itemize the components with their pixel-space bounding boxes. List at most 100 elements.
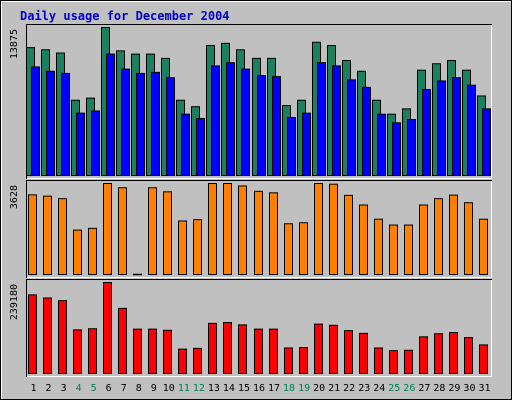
bar-panel2-series1-day-25 [389,224,398,276]
bar-panel3-series1-day-3 [58,300,67,374]
bar-panel1-series2-day-24 [377,113,386,176]
bar-panel3-series1-day-27 [419,336,428,374]
panel-max-label-2: 3628 [9,185,20,209]
bar-panel2-series1-day-14 [223,183,232,275]
bar-panel2-series1-day-13 [208,183,217,275]
bar-panel3-series1-day-15 [238,324,247,374]
x-tick-label: 23 [358,383,370,394]
bar-panel3-series1-day-7 [118,307,127,375]
bar-panel1-series2-day-13 [211,65,220,176]
bar-panel3-series1-day-1 [28,294,37,374]
bar-panel1-series2-day-27 [422,89,431,176]
bar-panel2-series1-day-31 [479,218,488,275]
bar-panel2-series1-day-16 [254,190,263,275]
bar-panel2-series1-day-12 [193,219,202,275]
bar-panel1-series2-day-12 [196,118,205,176]
bar-panel3-series1-day-6 [103,282,112,374]
bar-panel3-series1-day-19 [299,347,308,375]
x-tick-label: 10 [163,383,175,394]
x-tick-label: 21 [328,383,340,394]
bar-panel3-series1-day-18 [284,347,293,374]
x-tick-label: 12 [193,383,205,394]
bar-panel3-series1-day-2 [43,297,52,374]
bar-panel1-series2-day-26 [407,119,416,176]
bar-panel2-series1-day-11 [178,220,187,275]
bar-panel1-series2-day-20 [317,62,326,176]
bar-panel3-series1-day-9 [148,328,157,375]
bar-panel3-series1-day-17 [269,328,278,375]
bar-panel1-series2-day-17 [272,76,281,176]
x-tick-label: 18 [283,383,295,394]
bar-panel3-series1-day-13 [208,322,217,375]
bar-panel3-series1-day-28 [434,333,443,374]
bar-panel2-series1-day-9 [148,187,157,275]
bar-panel3-series1-day-21 [329,324,338,374]
bar-panel3-series1-day-26 [404,349,413,375]
x-tick-label: 15 [238,383,250,394]
x-tick-labels: 1 2 3 4 5 6 7 8 9 10 11 12 13 14 15 16 17 18 19 20 21 22 23 24 2… [31,383,491,394]
x-tick-label: 13 [208,383,220,394]
bar-panel1-series2-day-9 [151,71,160,176]
bar-panel1-series2-day-10 [166,77,175,176]
x-tick-label: 30 [463,383,475,394]
bar-panel3-series1-day-10 [163,329,172,374]
bar-panel1-series2-day-8 [136,72,145,176]
bar-panel1-series2-day-15 [241,68,250,176]
bar-panel3-series1-day-5 [88,328,97,374]
bar-panel3-series1-day-30 [464,337,473,374]
bar-panel2-series1-day-15 [238,185,247,276]
x-tick-label: 25 [388,383,400,394]
bar-panel1-series2-day-22 [347,79,356,176]
bar-panel2-series1-day-21 [329,183,338,276]
x-tick-label: 8 [136,383,142,394]
bar-panel2-series1-day-30 [464,202,473,275]
bar-panel2-series1-day-17 [269,192,278,275]
bar-panel3-series1-day-12 [193,347,202,374]
bar-panel1-series2-day-14 [226,62,235,176]
bar-panel3-series1-day-24 [374,347,383,374]
bar-panel2-series1-day-18 [284,223,293,275]
bar-panel2-series1-day-20 [314,183,323,275]
bar-panel2-series1-day-23 [359,204,368,275]
x-tick-label: 1 [31,383,37,394]
bar-panel1-series2-day-18 [287,116,296,176]
bar-panel2-series1-day-2 [43,195,52,275]
x-tick-label: 19 [298,383,310,394]
bar-panel2-series1-day-26 [404,224,413,276]
bar-panel2-series1-day-8 [133,273,142,276]
bar-panel1-series2-day-5 [91,110,100,176]
bar-panel2-series1-day-4 [73,229,82,275]
bar-panel3-series1-day-14 [223,322,232,374]
bar-panel3-series1-day-4 [73,329,82,375]
bar-panel2-series1-day-19 [299,222,308,275]
bar-panel1-series2-day-11 [181,113,190,176]
x-tick-label: 9 [151,383,157,394]
axis-max-labels: 13875 3628 239180 [9,29,20,320]
bar-panel3-series1-day-20 [314,323,323,375]
bar-panel2-series1-day-28 [434,198,443,275]
bar-panel3-series1-day-31 [479,344,488,375]
bar-panel2-series1-day-10 [163,191,172,276]
bar-panel2-series1-day-5 [88,227,97,275]
bar-panel1-series2-day-23 [362,86,371,176]
bar-panel1-series2-day-4 [76,112,85,176]
x-tick-label: 11 [178,383,190,394]
bar-panel1-series2-day-25 [392,122,401,176]
bar-panel3-series1-day-8 [133,328,142,375]
bar-panel1-series2-day-21 [332,65,341,176]
x-tick-label: 5 [91,383,97,394]
x-tick-label: 2 [46,383,52,394]
bar-panel1-series2-day-3 [61,72,70,176]
bar-panel1-series2-day-2 [46,70,55,176]
bar-panel3-series1-day-16 [254,328,263,375]
bar-panel1-series2-day-30 [467,84,476,176]
x-tick-label: 3 [61,383,67,394]
bar-panel2-series1-day-24 [374,218,383,275]
bar-panel2-series1-day-1 [28,194,37,276]
chart-title: Daily usage for December 2004 [20,9,230,23]
x-tick-label: 28 [433,383,445,394]
bar-panel1-series2-day-28 [437,80,446,176]
x-tick-label: 22 [343,383,355,394]
bar-panel1-series2-day-31 [482,108,491,176]
